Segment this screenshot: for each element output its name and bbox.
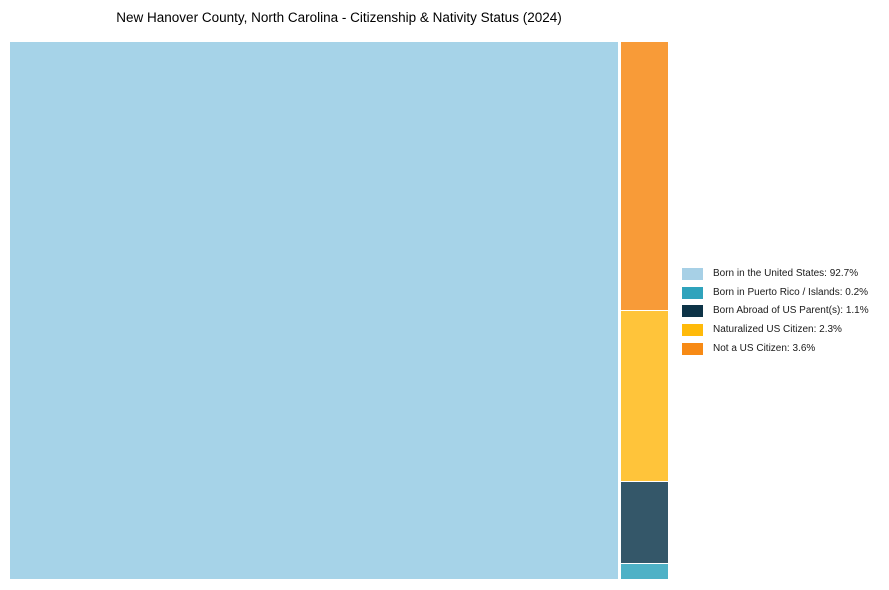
legend-item-naturalized-us-citizen: Naturalized US Citizen: 2.3% [682, 324, 869, 337]
legend-label: Naturalized US Citizen: 2.3% [713, 324, 842, 336]
chart-title: New Hanover County, North Carolina - Cit… [116, 10, 562, 25]
legend-swatch-not-a-us-citizen [682, 342, 703, 355]
treemap-block-born-abroad-of-us-parents [621, 482, 668, 563]
treemap-block-naturalized-us-citizen [621, 311, 668, 481]
treemap-block-born-in-the-united-states [10, 42, 618, 579]
treemap-block-not-a-us-citizen [621, 42, 668, 310]
legend-item-born-in-the-united-states: Born in the United States: 92.7% [682, 268, 869, 280]
legend-swatch-naturalized-us-citizen [682, 324, 703, 337]
legend-item-born-abroad-of-us-parents: Born Abroad of US Parent(s): 1.1% [682, 305, 869, 318]
legend-item-not-a-us-citizen: Not a US Citizen: 3.6% [682, 342, 869, 355]
legend-label: Born Abroad of US Parent(s): 1.1% [713, 305, 869, 317]
legend-label: Not a US Citizen: 3.6% [713, 342, 816, 354]
legend-swatch-born-abroad-of-us-parents [682, 305, 703, 318]
legend-label: Born in Puerto Rico / Islands: 0.2% [713, 286, 869, 298]
legend-label: Born in the United States: 92.7% [713, 268, 859, 279]
legend-swatch-born-in-the-united-states [682, 268, 703, 280]
treemap-block-born-in-puerto-rico-islands [621, 564, 668, 579]
legend-swatch-born-in-puerto-rico-islands [682, 286, 703, 299]
legend: Born in the United States: 92.7% Born in … [682, 268, 869, 355]
legend-item-born-in-puerto-rico-islands: Born in Puerto Rico / Islands: 0.2% [682, 286, 869, 299]
